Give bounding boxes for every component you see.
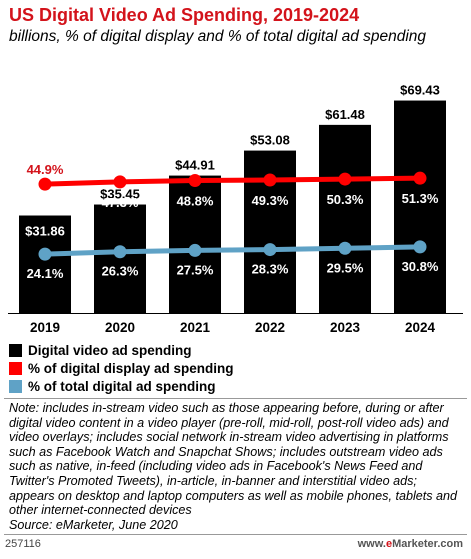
bar-2019: [19, 215, 71, 313]
total-point-2019: [38, 247, 52, 261]
display-point-2022: [263, 173, 277, 187]
display-label-2024: 51.3%: [402, 191, 439, 206]
bar-2024: [394, 100, 446, 313]
x-tick-2023: 2023: [330, 320, 361, 335]
x-tick-2019: 2019: [30, 320, 60, 335]
chart-id: 257116: [5, 538, 41, 550]
brand-link[interactable]: www.eMarketer.com: [358, 538, 463, 550]
total-point-2023: [338, 241, 352, 255]
x-tick-2024: 2024: [405, 320, 436, 335]
total-point-2021: [188, 243, 202, 257]
legend-label-video: Digital video ad spending: [28, 343, 192, 358]
chart-subtitle: billions, % of digital display and % of …: [9, 28, 427, 45]
brand-e: e: [385, 538, 393, 550]
bar-label-2022: $53.08: [250, 133, 290, 148]
display-line: [42, 175, 423, 187]
display-label-2021: 48.8%: [177, 193, 214, 208]
total-point-2024: [413, 240, 427, 254]
bar-label-2024: $69.43: [400, 83, 440, 98]
footnote: Note: includes in-stream video such as t…: [9, 401, 465, 532]
display-label-2022: 49.3%: [252, 193, 289, 208]
x-tick-2021: 2021: [180, 320, 211, 335]
display-label-2020: 47.3%: [102, 195, 139, 210]
brand-prefix: www.: [357, 538, 386, 550]
bar-label-2019: $31.86: [25, 224, 65, 239]
total-point-2022: [263, 243, 277, 257]
display-point-2024: [413, 171, 427, 185]
bar-2023: [319, 124, 371, 313]
display-point-2021: [188, 173, 202, 187]
legend-swatch-total: [9, 380, 22, 393]
legend-swatch-display: [9, 362, 22, 375]
display-point-2020: [113, 175, 127, 189]
total-label-2019: 24.1%: [27, 266, 64, 281]
display-label-2019: 44.9%: [27, 162, 64, 177]
note-text: Note: includes in-stream video such as t…: [9, 401, 458, 518]
brand-suffix: Marketer.com: [392, 538, 463, 550]
divider-top: [4, 398, 467, 399]
total-point-2020: [113, 245, 127, 259]
total-label-2020: 26.3%: [102, 264, 139, 279]
bar-2020: [94, 204, 146, 313]
bar-label-2023: $61.48: [325, 107, 365, 122]
legend-item-display: % of digital display ad spending: [9, 361, 234, 376]
total-label-2021: 27.5%: [177, 262, 214, 277]
legend-label-display: % of digital display ad spending: [28, 361, 234, 376]
legend-item-total: % of total digital ad spending: [9, 379, 216, 394]
bar-label-2020: $35.45: [100, 187, 140, 202]
legend-label-total: % of total digital ad spending: [28, 379, 216, 394]
bar-label-2021: $44.91: [175, 158, 215, 173]
combo-chart: 2019 2020 2021 2022 2023 2024 $31.86 $35.45 $44.…: [8, 83, 463, 335]
total-label-2023: 29.5%: [327, 260, 364, 275]
legend-swatch-video: [9, 344, 22, 357]
source-text: Source: eMarketer, June 2020: [9, 517, 178, 532]
chart-title: US Digital Video Ad Spending, 2019-2024: [9, 5, 360, 25]
total-label-2024: 30.8%: [402, 259, 439, 274]
display-point-2019: [38, 177, 52, 191]
x-tick-2020: 2020: [105, 320, 135, 335]
display-point-2023: [338, 172, 352, 186]
display-label-2023: 50.3%: [327, 192, 364, 207]
x-tick-2022: 2022: [255, 320, 285, 335]
total-label-2022: 28.3%: [252, 262, 289, 277]
total-line: [42, 244, 423, 257]
legend-item-video: Digital video ad spending: [9, 343, 192, 358]
divider-bottom: [4, 534, 467, 535]
